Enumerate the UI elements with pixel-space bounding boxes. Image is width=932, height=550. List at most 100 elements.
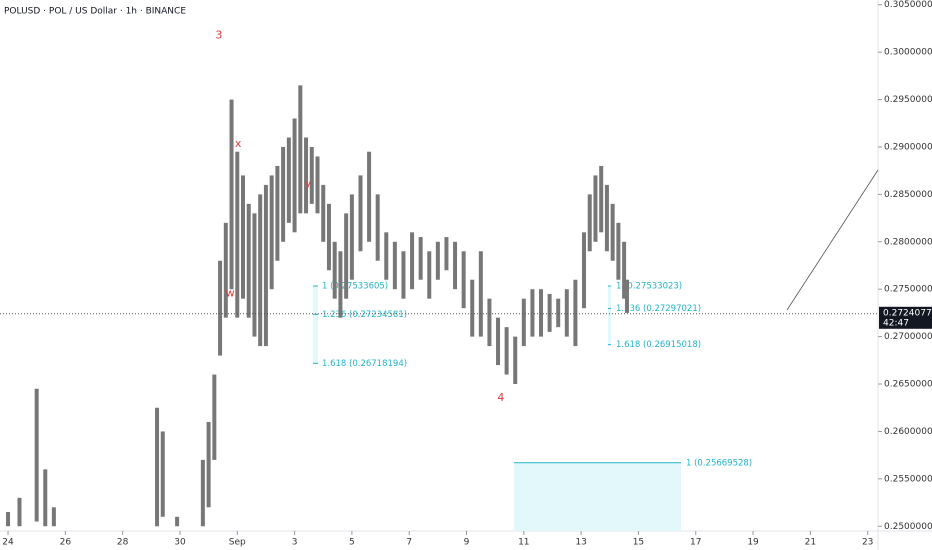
price-bar: [556, 298, 561, 328]
price-bar: [367, 151, 372, 242]
price-bar: [332, 241, 337, 299]
price-bar: [521, 298, 526, 347]
y-tick-label: 0.25000000: [884, 522, 932, 532]
wave-label: y: [305, 177, 312, 190]
price-bar: [616, 222, 621, 280]
x-tick-label: 19: [747, 538, 759, 548]
price-bar: [338, 251, 343, 318]
fib-zone: [608, 286, 611, 345]
x-tick-label: 5: [349, 538, 355, 548]
x-tick-label: 30: [174, 538, 186, 548]
price-bar: [269, 175, 274, 290]
price-bar: [51, 507, 56, 527]
price-bar: [212, 374, 217, 460]
price-bar: [604, 184, 609, 252]
price-bar: [470, 279, 475, 337]
price-bar: [624, 279, 629, 313]
current-price-label: 0.27240777: [883, 308, 932, 318]
wave-label: w: [226, 286, 235, 299]
x-tick-label: 11: [518, 538, 529, 548]
price-bar: [275, 165, 280, 261]
price-bar: [155, 407, 160, 527]
chart-title: POLUSD · POL / US Dollar · 1h · BINANCE: [4, 7, 186, 17]
x-tick-label: Sep: [229, 538, 246, 548]
price-bar: [229, 99, 234, 290]
current-price-box: [879, 306, 932, 329]
price-bar: [435, 241, 440, 280]
fib-zone: [313, 286, 318, 364]
wave-label: 3: [215, 29, 222, 42]
price-bar: [375, 194, 380, 261]
price-bar: [321, 184, 326, 242]
price-bar: [223, 222, 228, 318]
price-bar: [358, 175, 363, 252]
price-bar: [246, 203, 251, 318]
x-tick-label: 26: [60, 538, 72, 548]
price-bar: [326, 203, 331, 271]
price-bar: [17, 497, 22, 527]
price-bar: [315, 156, 320, 214]
price-bar: [292, 118, 297, 233]
x-tick-label: 17: [690, 538, 701, 548]
price-bar: [401, 251, 406, 299]
price-bar: [34, 388, 39, 522]
price-bar: [240, 175, 245, 299]
x-tick-label: 24: [2, 538, 14, 548]
price-bar: [263, 184, 268, 347]
price-bar: [547, 293, 552, 332]
x-tick-label: 3: [292, 538, 298, 548]
price-bar: [235, 151, 240, 318]
fib-label: 1 (0.27533023): [616, 282, 682, 292]
price-bar: [175, 516, 180, 527]
price-bar: [478, 251, 483, 337]
fib-label: 1.236 (0.27234581): [322, 310, 407, 320]
price-bar: [599, 165, 604, 233]
price-bar: [504, 327, 509, 375]
fib-zone: [514, 462, 681, 531]
price-bar: [453, 241, 458, 290]
price-bar: [573, 279, 578, 347]
price-bar: [581, 232, 586, 309]
countdown-label: 42:47: [883, 318, 909, 328]
price-bar: [258, 194, 263, 347]
price-bar: [496, 317, 501, 366]
price-bar: [530, 289, 535, 337]
wave-label: x: [235, 137, 242, 150]
price-bar: [539, 289, 544, 337]
x-tick-label: 15: [633, 538, 644, 548]
x-tick-label: 9: [464, 538, 470, 548]
fib-label: 1.236 (0.27297021): [616, 304, 701, 314]
price-bar: [461, 251, 466, 309]
fib-label: 1 (0.27533605): [322, 282, 388, 292]
price-bar: [200, 459, 205, 527]
price-bar: [427, 251, 432, 299]
price-bar: [384, 232, 389, 280]
price-bar: [286, 137, 291, 223]
x-tick-label: 13: [575, 538, 586, 548]
price-bar: [593, 175, 598, 242]
price-bar: [622, 241, 627, 299]
wave-label: 4: [497, 391, 504, 404]
price-bar: [392, 241, 397, 290]
price-bar: [309, 146, 314, 204]
price-bar: [513, 336, 518, 385]
price-bar: [349, 194, 354, 280]
fib-label: 1.618 (0.26915018): [616, 340, 701, 350]
price-bar: [206, 421, 211, 508]
price-bar: [444, 237, 449, 271]
price-bar: [298, 85, 303, 214]
